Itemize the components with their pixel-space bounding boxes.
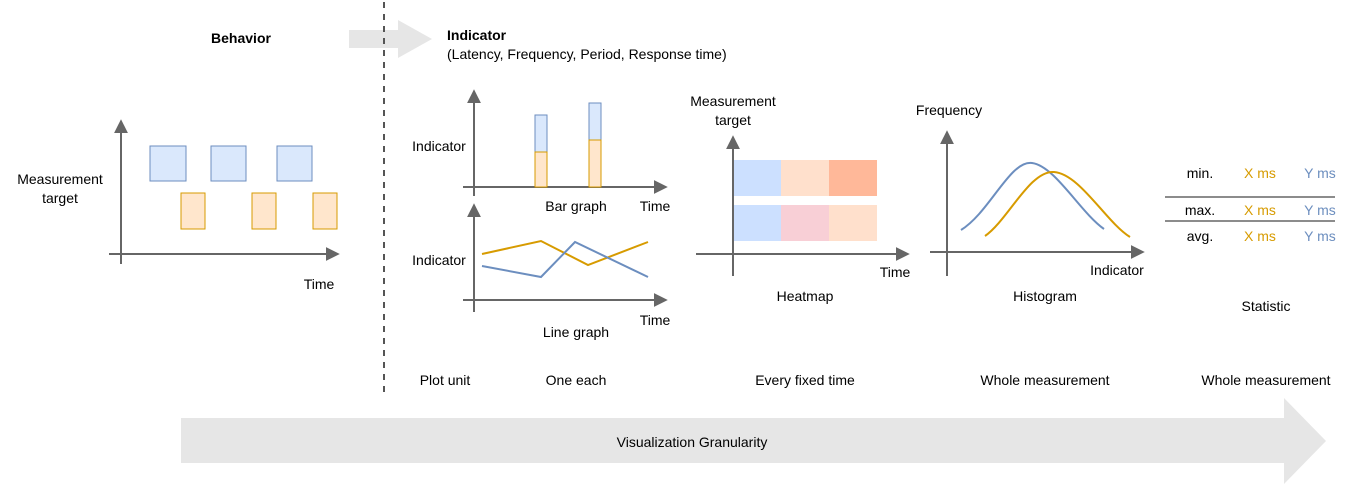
line-graph-y-label: Indicator: [412, 252, 466, 268]
statistic-caption: Statistic: [1241, 298, 1290, 314]
bar-graph-y-label: Indicator: [412, 138, 466, 154]
behavior-block-blue-1: [149, 145, 187, 182]
bar-1-upper: [534, 114, 548, 153]
plot-unit-statistic: Whole measurement: [1201, 372, 1330, 388]
heatmap-cell-r2-c1: [734, 205, 781, 241]
behavior-to-indicator-arrow: [349, 20, 432, 58]
statistic-row-y-value: Y ms: [1304, 228, 1336, 244]
indicator-subtitle: (Latency, Frequency, Period, Response ti…: [447, 46, 727, 62]
behavior-title: Behavior: [211, 30, 271, 46]
plot-unit-header: Plot unit: [420, 372, 471, 388]
behavior-block-orange-1: [180, 192, 206, 230]
granularity-label: Visualization Granularity: [617, 434, 768, 450]
statistic-row-x-value: X ms: [1244, 202, 1276, 218]
bar-graph-x-label: Time: [640, 198, 671, 214]
bar-1-lower: [534, 151, 548, 188]
behavior-block-blue-3: [276, 145, 313, 182]
histogram-caption: Histogram: [1013, 288, 1077, 304]
behavior-block-orange-3: [312, 192, 338, 230]
heatmap-cell-r2-c3: [829, 205, 877, 241]
statistic-row-y-value: Y ms: [1304, 202, 1336, 218]
heatmap-y-label-2: target: [715, 112, 751, 128]
behavior-block-orange-2: [251, 192, 277, 230]
plot-unit-heatmap: Every fixed time: [755, 372, 855, 388]
statistic-row-x-value: X ms: [1244, 165, 1276, 181]
line-graph-x-label: Time: [640, 312, 671, 328]
bar-2-upper: [588, 102, 602, 141]
heatmap-cell-r2-c2: [781, 205, 829, 241]
histogram-curve-blue: [960, 161, 1105, 231]
statistic-row-y-value: Y ms: [1304, 165, 1336, 181]
line-series-blue: [481, 240, 649, 279]
histogram-y-label: Frequency: [916, 102, 982, 118]
bar-graph-caption: Bar graph: [545, 198, 606, 214]
plot-unit-bar-line: One each: [546, 372, 607, 388]
heatmap-caption: Heatmap: [777, 288, 834, 304]
histogram-curve-orange: [984, 170, 1131, 238]
heatmap-x-label: Time: [880, 264, 911, 280]
heatmap-cell-r1-c2: [781, 160, 829, 196]
heatmap-y-label-1: Measurement: [690, 93, 776, 109]
statistic-row-label: avg.: [1187, 228, 1213, 244]
heatmap-cell-r1-c1: [734, 160, 781, 196]
line-graph-caption: Line graph: [543, 324, 609, 340]
granularity-arrow: [181, 398, 1326, 484]
behavior-x-label: Time: [304, 276, 335, 292]
behavior-y-label-2: target: [42, 190, 78, 206]
bar-2-lower: [588, 139, 602, 188]
indicator-title: Indicator: [447, 27, 507, 43]
histogram-x-label: Indicator: [1090, 262, 1144, 278]
statistic-row-x-value: X ms: [1244, 228, 1276, 244]
behavior-y-label-1: Measurement: [17, 171, 103, 187]
statistic-row-label: max.: [1185, 202, 1215, 218]
behavior-block-blue-2: [210, 145, 247, 182]
statistic-row-label: min.: [1187, 165, 1213, 181]
heatmap-cell-r1-c3: [829, 160, 877, 196]
plot-unit-histogram: Whole measurement: [980, 372, 1109, 388]
